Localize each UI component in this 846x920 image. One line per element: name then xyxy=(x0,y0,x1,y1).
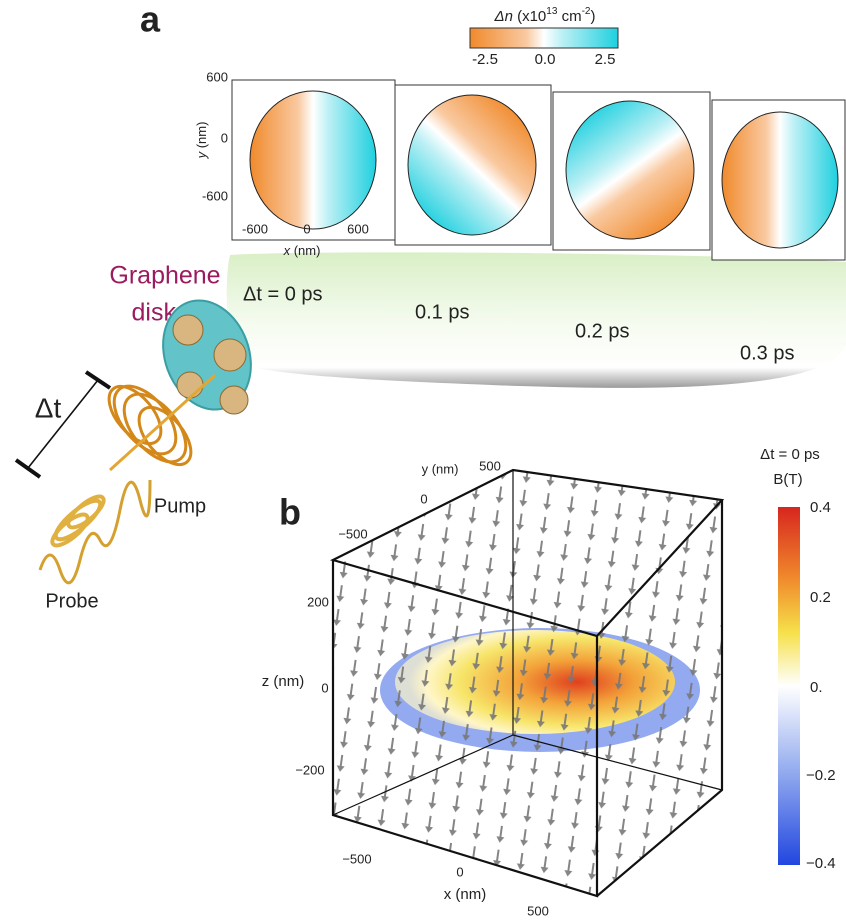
delay-bar xyxy=(16,460,40,477)
y-axis-tick: 500 xyxy=(479,458,501,473)
map-x-label: x (nm) xyxy=(283,243,321,258)
field-volume xyxy=(333,470,723,900)
colorbar-tick: 0.2 xyxy=(810,589,831,606)
colorbar-tick: −0.4 xyxy=(806,855,836,872)
y-axis-tick: 0 xyxy=(420,491,427,506)
axis-unit: (nm) xyxy=(290,243,320,258)
delay-bar xyxy=(86,372,110,388)
sample-label: Graphene xyxy=(109,262,220,290)
delay-label: Δt xyxy=(35,392,62,423)
density-map xyxy=(566,101,694,239)
colorbar xyxy=(470,28,618,48)
map-x-tick: 600 xyxy=(347,221,369,236)
time-label: 0.3 ps xyxy=(740,342,794,364)
unit: cm xyxy=(557,8,581,25)
z-axis-tick: −200 xyxy=(295,762,324,777)
density-map xyxy=(250,91,376,229)
prefix: (x10 xyxy=(513,8,546,25)
colorbar-tick: -2.5 xyxy=(472,51,498,68)
probe-pulse xyxy=(48,492,108,551)
colorbar-tick: 0.4 xyxy=(810,499,831,516)
x-axis-label: x (nm) xyxy=(444,886,487,903)
time-label: Δt = 0 ps xyxy=(243,283,323,305)
colorbar-title: Δn (x1013 cm-2) xyxy=(494,6,596,25)
panel-label: a xyxy=(140,0,161,40)
map-x-tick: 0 xyxy=(303,221,310,236)
panel-label: b xyxy=(279,492,301,533)
colorbar-tick: 0.0 xyxy=(535,51,556,68)
colorbar-tick: −0.2 xyxy=(806,767,836,784)
density-map xyxy=(408,95,536,235)
quantity: Δn xyxy=(494,8,513,25)
pump-pulse xyxy=(99,375,215,474)
time-axis-tube xyxy=(227,252,846,388)
time-label: 0.2 ps xyxy=(575,320,629,342)
body: a Δn (x1013 cm-2) -2.5 0.0 2.5 y (nm) 60… xyxy=(0,0,846,920)
pump-label: Pump xyxy=(154,495,206,517)
field-arrows xyxy=(333,470,723,900)
z-axis-label: z (nm) xyxy=(262,673,305,690)
exponent: 13 xyxy=(546,6,558,17)
time-label: 0.1 ps xyxy=(415,301,469,323)
y-axis-label: y (nm) xyxy=(422,461,459,476)
map-y-tick: 600 xyxy=(206,69,228,84)
probe-label: Probe xyxy=(45,590,98,612)
x-axis-tick: 500 xyxy=(527,903,549,918)
map-x-tick: -600 xyxy=(242,221,268,236)
page: Graphene disks figure { "panel_a": { "la… xyxy=(0,0,846,920)
colorbar-tick: 0. xyxy=(810,679,823,696)
x-axis-tick: −500 xyxy=(342,851,371,866)
map-y-tick: -600 xyxy=(202,188,228,203)
z-axis-tick: 200 xyxy=(307,594,329,609)
suffix: ) xyxy=(590,8,595,25)
colorbar xyxy=(778,507,800,865)
axis-unit: (nm) xyxy=(194,122,209,152)
colorbar-title: Δt = 0 ps xyxy=(760,446,820,463)
x-axis-tick: 0 xyxy=(456,864,463,879)
colorbar-tick: 2.5 xyxy=(595,51,616,68)
colorbar-quantity: B(T) xyxy=(773,471,802,488)
map-y-label: y (nm) xyxy=(194,122,209,160)
figure: a Δn (x1013 cm-2) -2.5 0.0 2.5 y (nm) 60… xyxy=(0,0,846,920)
y-axis-tick: −500 xyxy=(338,526,367,541)
map-y-tick: 0 xyxy=(221,130,228,145)
z-axis-tick: 0 xyxy=(321,680,328,695)
density-map xyxy=(722,112,838,248)
